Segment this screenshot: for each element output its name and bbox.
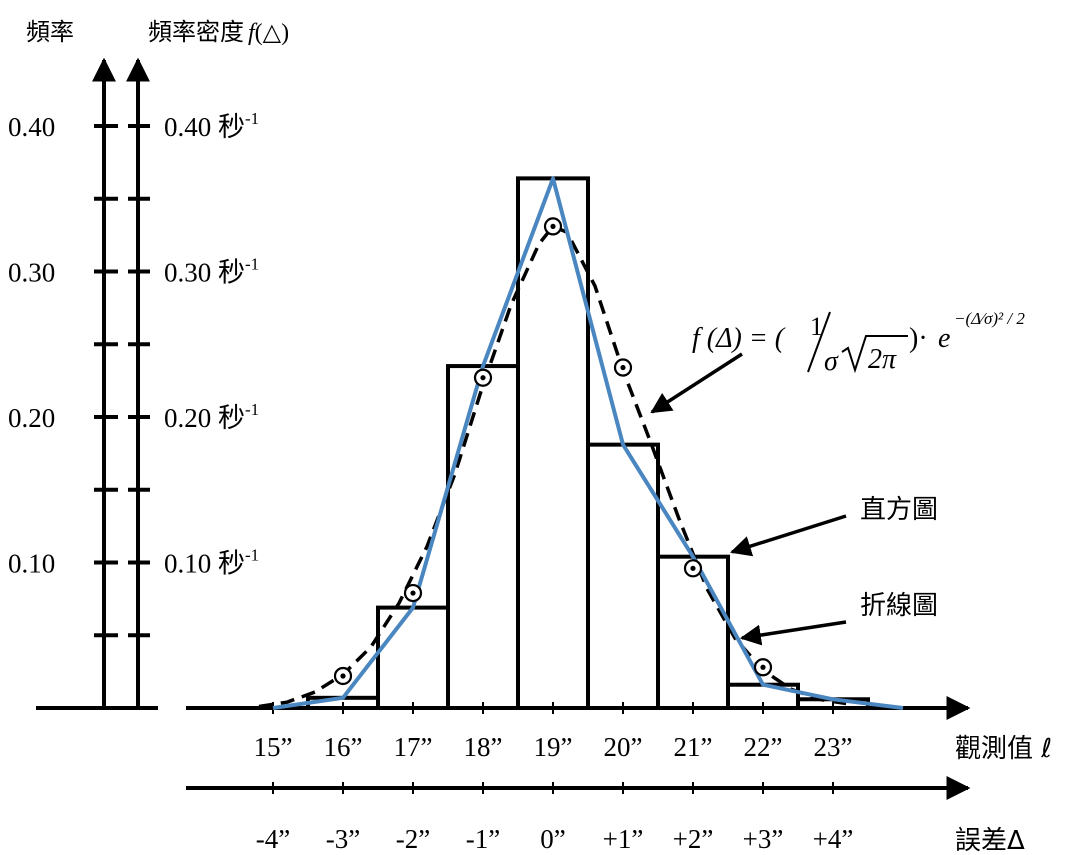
x-err-tick-label: +2” xyxy=(673,824,714,854)
x-err-tick-label: +1” xyxy=(603,824,644,854)
formula-sigma: σ xyxy=(824,346,839,377)
y-tick-label-freq: 0.10 xyxy=(8,549,55,579)
x-obs-tick-label: 15” xyxy=(254,732,293,762)
err-axis-title: 誤差Δ xyxy=(955,826,1025,855)
sample-point xyxy=(333,666,353,686)
x-err-tick-label: +4” xyxy=(813,824,854,854)
x-obs-tick-label: 23” xyxy=(814,732,853,762)
polygon-arrow xyxy=(739,620,847,646)
sample-point-dot xyxy=(340,673,346,679)
y-ticks: 0.10 0.10 秒-1 0.20 0.20 秒-1 0.30 0.30 秒-1 0.40… xyxy=(8,109,259,638)
sample-point xyxy=(753,658,773,677)
histogram-label: 直方圖 xyxy=(860,495,938,525)
frequency-polygon-group xyxy=(272,176,904,710)
y-tick-label-freq: 0.20 xyxy=(8,403,55,433)
x-obs-tick-label: 21” xyxy=(674,732,713,762)
x-err-tick-label: -1” xyxy=(466,824,500,854)
x-err-tick-label: +3” xyxy=(743,824,784,854)
polygon-label: 折線圖 xyxy=(860,591,938,621)
histogram-bar xyxy=(446,364,520,710)
formula-slash xyxy=(807,311,831,373)
x-ticks: 15” -4” 16” -3” 17” -2” 18” -1” 19” 0” 20” +1” 21” +2… xyxy=(254,702,854,854)
formula-sqrt-content: 2π xyxy=(868,344,897,375)
sample-point-dot xyxy=(410,590,416,596)
sample-point-dot xyxy=(620,364,626,371)
histogram-arrow xyxy=(729,514,847,557)
x-obs-tick-label: 22” xyxy=(744,732,783,762)
formula-dot: )· xyxy=(909,323,928,354)
freq-axis-title: 頻率 xyxy=(26,18,74,46)
x-obs-tick-label: 19” xyxy=(534,732,573,762)
y-tick-label-freq: 0.40 xyxy=(8,112,55,142)
histogram-bar xyxy=(516,176,590,710)
sample-point xyxy=(683,559,703,578)
density-formula: f (Δ) = ( 1 σ 2π )· e −(Δ⁄σ)² / 2 xyxy=(692,309,1025,377)
x-err-tick-label: 0” xyxy=(540,824,565,854)
y-tick-label-density: 0.40 秒-1 xyxy=(164,109,259,143)
formula-exponent: −(Δ⁄σ)² / 2 xyxy=(954,309,1025,328)
obs-axis-title: 觀測值 ℓ xyxy=(955,734,1052,764)
y-tick-label-density: 0.20 秒-1 xyxy=(164,400,259,434)
histogram-bar xyxy=(656,554,730,710)
formula-numerator: 1 xyxy=(810,312,823,341)
sample-point xyxy=(473,368,493,387)
formula-lhs: f (Δ) = ( xyxy=(692,323,786,354)
y-tick-label-freq: 0.30 xyxy=(8,258,55,288)
sample-point xyxy=(613,358,633,377)
formula-arrow xyxy=(650,352,743,414)
sample-points xyxy=(333,217,773,686)
x-err-tick-label: -2” xyxy=(396,824,430,854)
x-obs-tick-label: 18” xyxy=(464,732,503,762)
histogram-bars xyxy=(306,176,870,711)
sample-point-dot xyxy=(690,565,696,571)
x-obs-tick-label: 20” xyxy=(604,732,643,762)
sample-point xyxy=(403,583,423,603)
sample-point-dot xyxy=(550,223,556,229)
y-tick-label-density: 0.30 秒-1 xyxy=(164,255,259,289)
density-axis-title: 頻率密度 f(△) xyxy=(148,18,289,46)
sample-point-dot xyxy=(760,664,766,670)
x-err-tick-label: -3” xyxy=(326,824,360,854)
frequency-polygon xyxy=(272,176,904,710)
formula-base: e xyxy=(938,323,950,354)
x-obs-tick-label: 16” xyxy=(324,732,363,762)
x-obs-tick-label: 17” xyxy=(394,732,433,762)
sample-point xyxy=(543,217,563,236)
sample-point-dot xyxy=(480,375,486,381)
x-err-tick-label: -4” xyxy=(256,824,290,854)
y-tick-label-density: 0.10 秒-1 xyxy=(164,546,259,580)
formula-sqrt xyxy=(841,335,908,374)
